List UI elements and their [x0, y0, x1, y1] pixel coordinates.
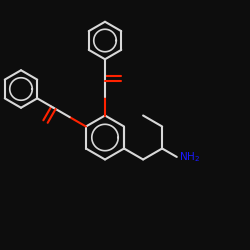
Text: NH$_2$: NH$_2$ — [179, 150, 200, 164]
